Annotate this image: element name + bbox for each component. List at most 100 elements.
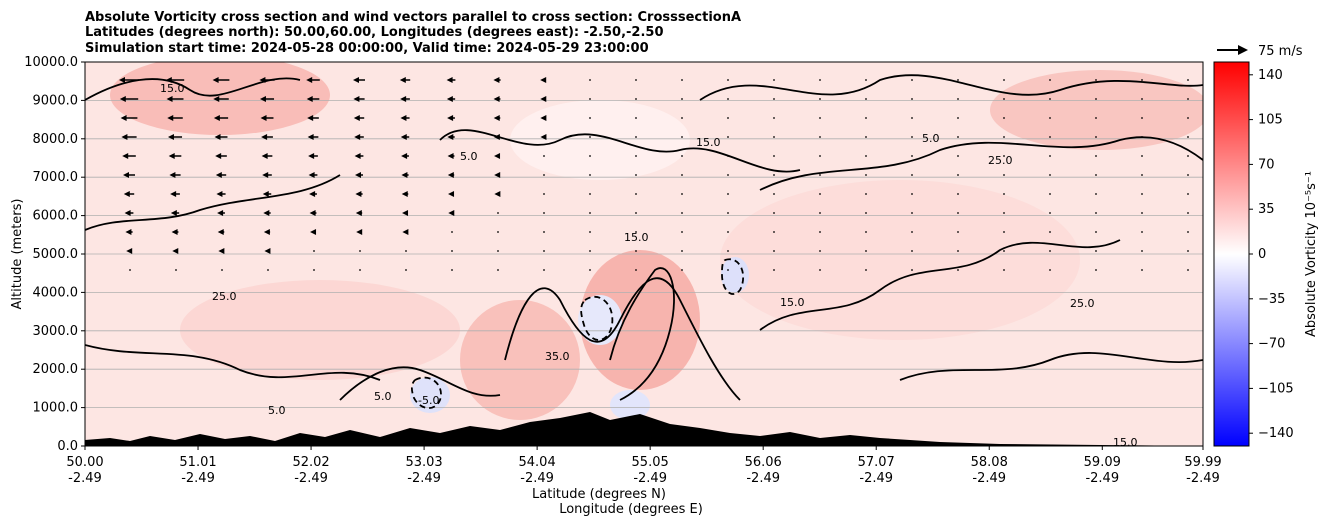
wind-vector-head [166,96,173,102]
wind-vector-head [306,96,313,102]
x-tick-label-lat: 50.00 [66,455,103,470]
wind-vector-head [217,210,224,216]
wind-vector [1049,174,1051,176]
wind-vector [865,231,867,233]
wind-vector [773,212,775,214]
contour-line [339,366,501,401]
vorticity-blob [180,280,460,380]
y-tick-label: 9000.0 [33,93,79,108]
wind-vector [911,98,913,100]
wind-vector-head [167,134,174,140]
chart-title-line-3: Simulation start time: 2024-05-28 00:00:… [85,41,649,56]
wind-vector [819,117,821,119]
vorticity-blob [460,300,580,420]
contour-labels: 15.0 25.0 5.0 15.0 15.0 5.0 25.0 15.0 25… [160,82,1138,449]
wind-vector-head [123,191,130,197]
wind-vector [681,98,683,100]
contour-line [504,277,741,401]
wind-vector [1003,136,1005,138]
wind-vector-head [120,115,127,121]
wind-vector-head [354,153,361,159]
wind-vector [1049,117,1051,119]
wind-vector [911,269,913,271]
wind-vector-head [494,172,501,178]
wind-vector-head [494,191,501,197]
wind-vector [911,174,913,176]
wind-vector-head [306,77,313,83]
wind-vector-head [215,153,222,159]
y-tick-label: 1000.0 [33,401,79,416]
wind-vector-head [540,96,547,102]
wind-vector [1141,136,1143,138]
wind-vector-head [540,77,547,83]
wind-vector-head [213,115,220,121]
wind-vector [1003,231,1005,233]
wind-vector [497,269,499,271]
wind-vector-head [447,134,454,140]
wind-vector-head [260,115,267,121]
contour-label: 15.0 [1113,436,1138,449]
wind-vector [1141,79,1143,81]
x-tick-label-lat: 59.99 [1184,455,1221,470]
wind-vector [1003,174,1005,176]
wind-vector-head [540,115,547,121]
wind-vector [957,269,959,271]
wind-vector [1003,79,1005,81]
wind-vector [1049,155,1051,157]
wind-vector-head [309,210,316,216]
x-tick-label-lon: -2.49 [68,471,102,486]
wind-vector-head [307,134,314,140]
wind-vector-head [308,153,315,159]
wind-vector-head [494,153,501,159]
wind-vector [1187,155,1189,157]
wind-vector [1049,250,1051,252]
wind-vector [865,79,867,81]
contour-label: 15.0 [780,296,805,309]
x-tick-label-lat: 58.08 [971,455,1008,470]
wind-vector [1141,193,1143,195]
wind-vector-head [307,115,314,121]
wind-vector-head [402,210,409,216]
wind-vector [543,155,545,157]
colorbar-tick-label: −35 [1258,292,1285,307]
wind-vector-head [119,77,125,83]
wind-vector [957,193,959,195]
wind-vector [1049,79,1051,81]
wind-vector [957,250,959,252]
wind-vector [773,174,775,176]
wind-vector [819,155,821,157]
wind-vector [819,98,821,100]
wind-vector [1095,250,1097,252]
wind-vector-head [212,77,219,83]
wind-vector [865,269,867,271]
wind-vector [911,155,913,157]
vorticity-blob [510,100,690,180]
horizontal-gridlines [85,100,1203,409]
y-axis-label: Altitude (meters) [10,199,25,310]
wind-vector-head [168,153,175,159]
contour-line [609,267,675,401]
contour-label: 25.0 [988,154,1013,167]
wind-vector [359,250,361,252]
wind-vector-head [400,115,407,121]
wind-vector [1003,250,1005,252]
wind-vector [635,155,637,157]
wind-vector [1095,212,1097,214]
wind-vector [1187,193,1189,195]
vorticity-blob-negative [721,257,749,293]
wind-vector [727,193,729,195]
wind-vector [1187,269,1189,271]
wind-vector [911,117,913,119]
wind-vector [1141,98,1143,100]
wind-vector [681,269,683,271]
wind-vector-head [123,172,129,178]
colorbar-tick-label: −70 [1258,337,1285,352]
y-axis: 0.0 1000.0 2000.0 3000.0 4000.0 5000.0 6000.0 7… [24,55,85,454]
wind-vector [635,193,637,195]
wind-vector [1049,98,1051,100]
contour-label: -5.0 [418,394,439,407]
wind-vector [957,174,959,176]
wind-vector-head [493,96,500,102]
colorbar-tick-label: 35 [1258,202,1275,217]
wind-vector [1003,269,1005,271]
